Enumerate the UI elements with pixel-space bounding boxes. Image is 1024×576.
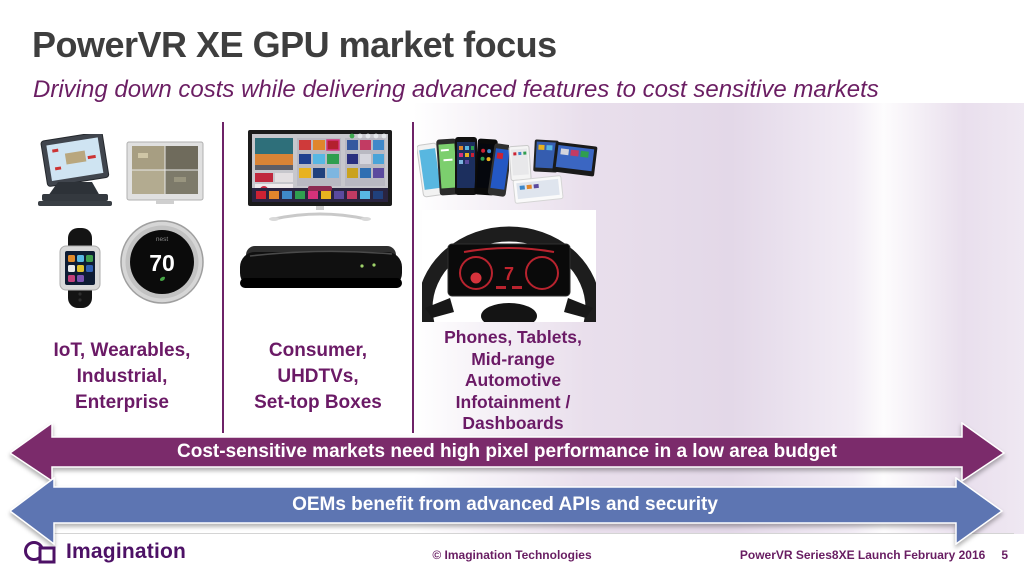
banner-cost-arrow-shape — [10, 422, 1006, 482]
smart-tv-image — [246, 130, 394, 227]
banner-oem-text: OEMs benefit from advanced APIs and secu… — [292, 494, 718, 515]
footer-right: PowerVR Series8XE Launch February 2016 5 — [740, 548, 1008, 562]
banner-oem: OEMs benefit from advanced APIs and secu… — [10, 477, 1004, 545]
banner-cost-text: Cost-sensitive markets need high pixel p… — [177, 441, 837, 462]
imagination-logo-icon — [24, 541, 56, 564]
footer-copyright: © Imagination Technologies — [432, 548, 592, 562]
nest-thermostat-image: nest 70 — [120, 220, 204, 309]
smartphones-image — [416, 136, 513, 211]
footer-page-number: 5 — [1001, 548, 1008, 562]
nest-temperature-text: 70 — [149, 250, 175, 276]
tablets-image — [508, 138, 598, 209]
car-dashboard-image: 7 — [417, 210, 601, 390]
page-title: PowerVR XE GPU market focus — [32, 24, 557, 65]
cctv-monitor-image — [126, 141, 204, 210]
imagination-logo-text: Imagination — [66, 540, 187, 563]
column-divider-2 — [412, 122, 414, 433]
nest-leaf-icon — [160, 276, 165, 281]
banner-cost-sensitive: Cost-sensitive markets need high pixel p… — [10, 422, 1006, 482]
imagination-logo: Imagination — [24, 539, 186, 565]
column-divider-1 — [222, 122, 224, 433]
footer-divider-line — [40, 533, 1014, 534]
column-label-mobile: Phones, Tablets, Mid-range Automotive In… — [444, 327, 582, 433]
page-subtitle: Driving down costs while delivering adva… — [33, 76, 879, 103]
banner-oem-arrow-shape — [10, 477, 1004, 545]
column-label-iot: IoT, Wearables, Industrial, Enterprise — [53, 340, 191, 413]
dashboard-readout-text: 7 — [504, 264, 514, 284]
footer-deck-title: PowerVR Series8XE Launch February 2016 — [739, 548, 986, 562]
column-label-consumer: Consumer, UHDTVs, Set-top Boxes — [254, 340, 382, 413]
nest-brand-text: nest — [156, 236, 168, 243]
set-top-box-image — [236, 236, 406, 305]
smartwatch-image — [48, 228, 112, 313]
pos-terminal-image — [36, 131, 116, 215]
